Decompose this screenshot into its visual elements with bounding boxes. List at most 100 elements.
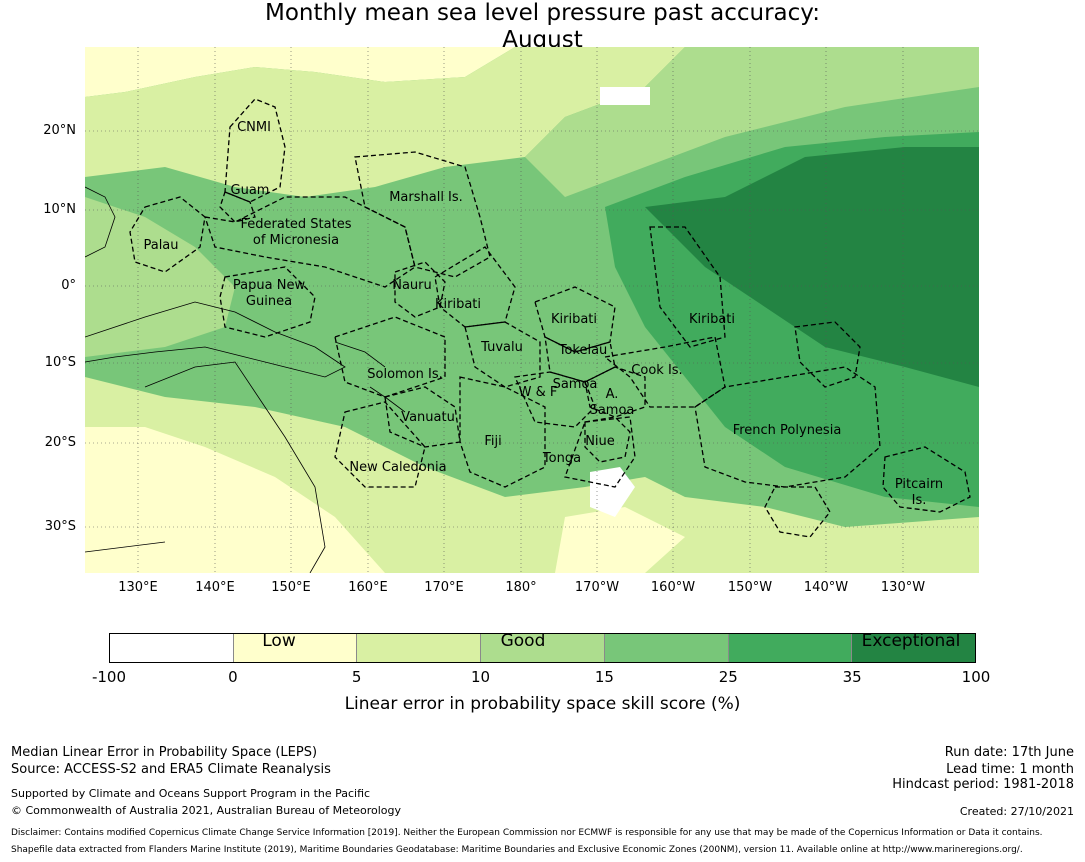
coast-solomon (334, 341, 386, 368)
latitude-label: 30°S (44, 519, 76, 534)
map-title: Monthly mean sea level pressure past acc… (0, 0, 1085, 54)
eez-french-polynesia-marquesas (794, 321, 861, 388)
latitude-label: 0° (61, 278, 76, 293)
skill-area-good-west (85, 197, 235, 357)
footer-support: Supported by Climate and Oceans Support … (11, 787, 371, 800)
colorbar-segment (233, 634, 358, 662)
footer-lead-time: Lead time: 1 month (946, 762, 1074, 777)
footer-hindcast-period: Hindcast period: 1981-2018 (892, 777, 1074, 792)
latitude-label: 10°N (43, 202, 76, 217)
skill-area-good-light-north (85, 47, 685, 197)
region-label-palau: Palau (143, 238, 179, 253)
region-label-png-line2: Guinea (245, 294, 293, 309)
eez-fiji (459, 376, 546, 488)
skill-area-exceptional (645, 147, 979, 387)
colorbar-category-good: Good (500, 631, 546, 651)
eez-kiribati-east (649, 226, 726, 348)
region-label-tuvalu: Tuvalu (481, 340, 523, 355)
footer-copyright: © Commonwealth of Australia 2021, Austra… (11, 804, 401, 817)
eez-nauru (394, 261, 446, 318)
eez-marshall (354, 151, 491, 278)
region-label-fsm-line2: of Micronesia (252, 233, 340, 248)
eez-fsm (204, 196, 416, 288)
latitude-label: 20°N (43, 123, 76, 138)
colorbar-segment (852, 634, 976, 662)
colorbar-tick-label: -100 (91, 668, 127, 686)
region-label-nauru: Nauru (392, 278, 432, 293)
eez-palau (129, 196, 206, 273)
colorbar-tick-label: 100 (961, 668, 991, 686)
footer-disclaimer: Disclaimer: Contains modified Copernicus… (11, 828, 1043, 838)
region-label-guam: Guam (230, 183, 270, 198)
region-label-kiribati-central: Kiribati (550, 312, 598, 327)
longitude-label: 130°E (118, 580, 158, 595)
colorbar-segment (110, 634, 234, 662)
longitude-label: 140°E (195, 580, 235, 595)
longitude-label: 150°E (271, 580, 311, 595)
skill-area-none-north (600, 87, 650, 105)
region-label-samoa: Samoa (552, 377, 598, 392)
title-line-1: Monthly mean sea level pressure past acc… (265, 0, 820, 26)
colorbar-category-low: Low (262, 631, 296, 651)
colorbar-category-exceptional: Exceptional (861, 631, 961, 651)
colorbar-label: Linear error in probability space skill … (344, 694, 741, 714)
skill-map-canvas (85, 47, 979, 573)
region-label-fiji: Fiji (484, 434, 502, 449)
latitude-label: 20°S (44, 435, 76, 450)
skill-shading (85, 47, 979, 573)
longitude-label: 170°W (574, 580, 620, 595)
eez-tuvalu (464, 321, 541, 388)
region-label-pitcairn-line2: Is. (911, 493, 927, 508)
latitude-label: 10°S (44, 355, 76, 370)
eez-american-samoa (584, 366, 646, 418)
skill-area-good-northeast (525, 47, 979, 197)
eez-pitcairn (882, 446, 971, 513)
region-label-png-line1: Papua New (232, 278, 306, 293)
longitude-label: 140°W (803, 580, 849, 595)
eez-french-polynesia (694, 366, 881, 488)
region-label-kiribati-west: Kiribati (434, 297, 482, 312)
footer-created: Created: 27/10/2021 (959, 805, 1074, 818)
longitude-label: 170°E (424, 580, 464, 595)
colorbar-tick-label: 5 (351, 668, 362, 686)
region-label-kiribati-east: Kiribati (688, 312, 736, 327)
coast-new-guinea (85, 301, 346, 378)
region-label-cook: Cook Is. (631, 363, 683, 378)
graticule (85, 47, 979, 573)
colorbar (109, 633, 976, 663)
colorbar-tick-label: 0 (228, 668, 238, 686)
colorbar-tick-label: 15 (594, 668, 614, 686)
coast-philippines (85, 186, 116, 258)
region-label-cnmi: CNMI (237, 120, 271, 135)
eez-niue (584, 416, 631, 463)
footer-method: Median Linear Error in Probability Space… (11, 745, 318, 760)
region-label-tokelau: Tokelau (558, 343, 608, 358)
region-label-pitcairn-line1: Pitcairn (894, 477, 944, 492)
coast-australia (144, 361, 326, 573)
region-label-vanuatu: Vanuatu (401, 410, 455, 425)
region-label-american-samoa-line2: Samoa (589, 403, 635, 418)
colorbar-tick-label: 35 (842, 668, 862, 686)
footer-shapefile-credit: Shapefile data extracted from Flanders M… (11, 845, 1023, 855)
region-label-pitcairn: Pitcairn Is. (895, 477, 943, 509)
colorbar-tick-label: 10 (471, 668, 491, 686)
footer-run-date: Run date: 17th June (944, 745, 1074, 760)
skill-map: CNMI Guam Marshall Is. Federated States … (85, 47, 979, 573)
region-label-png: Papua New Guinea (233, 278, 305, 310)
colorbar-segment (357, 634, 482, 662)
longitude-label: 160°E (348, 580, 388, 595)
skill-area-low-north (85, 47, 515, 97)
longitude-label: 130°W (880, 580, 926, 595)
region-label-new-caledonia: New Caledonia (349, 460, 447, 475)
longitude-label: 180° (505, 580, 537, 595)
region-label-french-polynesia: French Polynesia (732, 423, 842, 438)
eez-tokelau (544, 335, 616, 383)
region-label-fsm-line1: Federated States (240, 217, 352, 232)
region-label-american-samoa: A. Samoa (590, 387, 635, 419)
eez-wf-samoa (514, 371, 596, 428)
eez-boundaries (129, 98, 971, 538)
eez-new-caledonia (334, 401, 426, 488)
eez-austral (764, 486, 831, 538)
region-label-fsm: Federated States of Micronesia (241, 217, 352, 249)
region-label-solomon: Solomon Is. (367, 367, 443, 382)
